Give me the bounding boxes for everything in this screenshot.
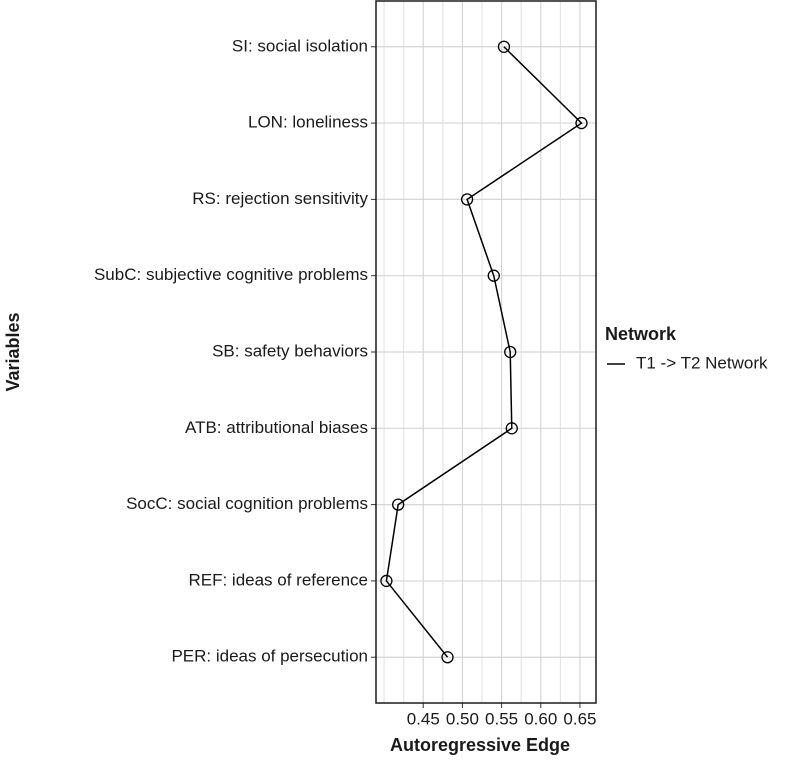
x-tick-label: 0.65 — [563, 709, 596, 728]
point — [505, 422, 518, 435]
x-tick-label: 0.55 — [485, 709, 518, 728]
y-tick-label: SubC: subjective cognitive problems — [94, 265, 368, 284]
point — [441, 651, 454, 664]
x-tick-label: 0.45 — [407, 709, 440, 728]
y-tick-label: LON: loneliness — [248, 113, 368, 132]
y-tick-label: SB: safety behaviors — [212, 341, 368, 360]
point — [460, 193, 474, 206]
legend-label: T1 -> T2 Network — [636, 353, 768, 372]
y-tick-label: ATB: attributional biases — [185, 418, 368, 437]
y-axis-title: Variables — [3, 312, 23, 391]
plot-border — [375, 0, 597, 704]
legend-title: Network — [605, 324, 677, 344]
point — [497, 40, 511, 53]
line — [385, 46, 583, 658]
x-axis-title: Autoregressive Edge — [390, 735, 570, 755]
point — [380, 574, 393, 588]
point — [504, 345, 517, 359]
y-tick-label: SI: social isolation — [232, 36, 368, 55]
x-tick-label: 0.60 — [524, 709, 557, 728]
y-tick-label: REF: ideas of reference — [188, 570, 368, 589]
point — [575, 116, 588, 130]
x-tick-label: 0.50 — [446, 709, 479, 728]
y-tick-label: RS: rejection sensitivity — [192, 189, 368, 208]
point — [392, 498, 405, 511]
y-tick-label: PER: ideas of persecution — [171, 647, 368, 666]
y-tick-label: SocC: social cognition problems — [126, 494, 368, 513]
point — [487, 269, 500, 282]
